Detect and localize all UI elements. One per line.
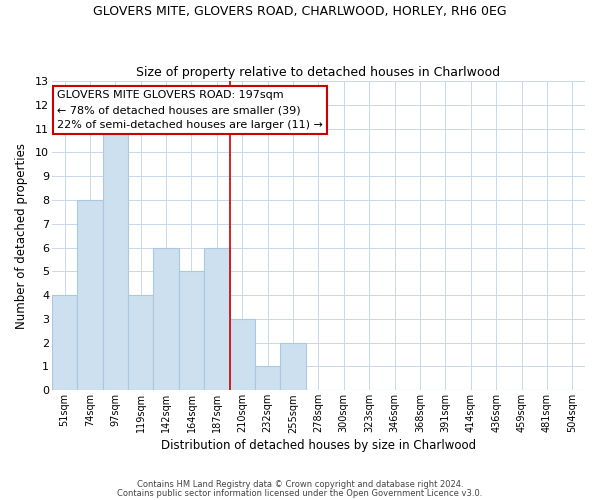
X-axis label: Distribution of detached houses by size in Charlwood: Distribution of detached houses by size … (161, 440, 476, 452)
Bar (52, 295, 77, 390)
Bar (230, 319, 255, 390)
Text: Contains HM Land Registry data © Crown copyright and database right 2024.: Contains HM Land Registry data © Crown c… (137, 480, 463, 489)
Text: GLOVERS MITE GLOVERS ROAD: 197sqm
← 78% of detached houses are smaller (39)
22% : GLOVERS MITE GLOVERS ROAD: 197sqm ← 78% … (57, 90, 323, 130)
Title: Size of property relative to detached houses in Charlwood: Size of property relative to detached ho… (136, 66, 500, 78)
Bar (280, 342, 306, 390)
Bar (128, 295, 154, 390)
Bar (204, 248, 230, 390)
Bar (77, 200, 103, 390)
Bar (103, 128, 128, 390)
Bar (255, 366, 280, 390)
Bar (154, 248, 179, 390)
Text: Contains public sector information licensed under the Open Government Licence v3: Contains public sector information licen… (118, 488, 482, 498)
Y-axis label: Number of detached properties: Number of detached properties (15, 142, 28, 328)
Text: GLOVERS MITE, GLOVERS ROAD, CHARLWOOD, HORLEY, RH6 0EG: GLOVERS MITE, GLOVERS ROAD, CHARLWOOD, H… (93, 5, 507, 18)
Bar (179, 272, 204, 390)
